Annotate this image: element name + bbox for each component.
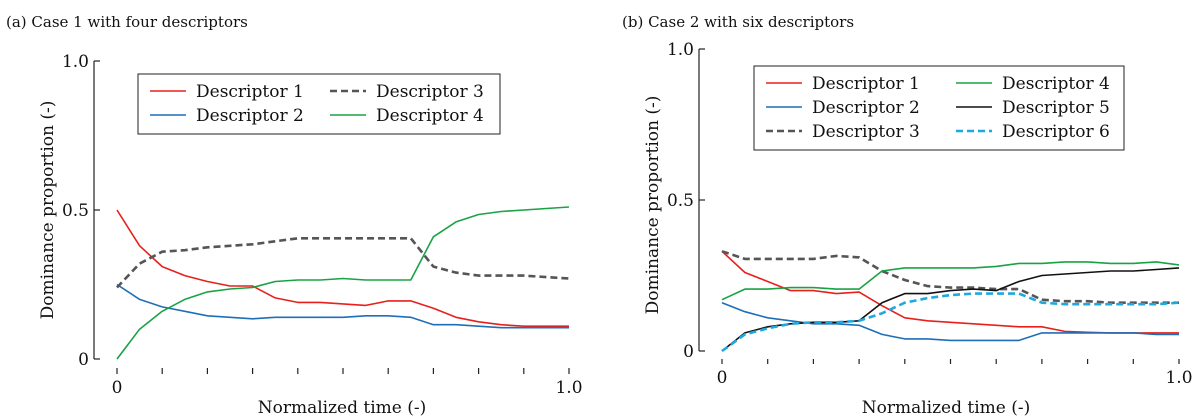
- panel-a-ticks: 0 1.0 0 0.5 1.0: [62, 52, 583, 398]
- panel-a-legend-label: Descriptor 4: [376, 106, 484, 126]
- panel-a: (a) Case 1 with four descriptors Normali…: [6, 13, 583, 418]
- panel-b-series-line: [721, 301, 1179, 342]
- panel-a-x-tick-label: 1.0: [555, 378, 582, 398]
- panel-a-lines: [116, 206, 570, 360]
- panel-b-lines: [721, 250, 1180, 353]
- panel-b-legend-label: Descriptor 2: [812, 98, 920, 118]
- panel-b-y-axis-label: Dominance proportion (-): [643, 96, 663, 315]
- panel-a-x-axis-label: Normalized time (-): [258, 398, 427, 418]
- panel-a-series-line: [116, 206, 570, 360]
- panel-b-legend-label: Descriptor 4: [1002, 74, 1110, 94]
- panel-a-y-tick-label: 0.5: [62, 201, 89, 221]
- panel-a-legend-box: [137, 73, 501, 135]
- panel-a-legend: Descriptor 1 Descriptor 2 Descriptor 3 Desc…: [137, 73, 501, 135]
- panel-b-ticks: 0 1.0 0 0.5 1.0: [667, 40, 1193, 388]
- panel-b-legend-box: [753, 65, 1125, 151]
- panel-a-title: (a) Case 1 with four descriptors: [6, 13, 248, 31]
- panel-a-series-line: [116, 209, 569, 328]
- panel-b-legend-label: Descriptor 3: [812, 122, 920, 142]
- panel-b-y-tick-label: 1.0: [667, 40, 694, 60]
- panel-a-legend-label: Descriptor 2: [196, 106, 304, 126]
- panel-a-y-tick-label: 0: [78, 350, 89, 370]
- panel-b-y-tick-label: 0.5: [667, 191, 694, 211]
- panel-b-series-line: [721, 267, 1180, 352]
- panel-a-y-tick-label: 1.0: [62, 52, 89, 72]
- panel-b-x-tick-label: 1.0: [1165, 368, 1192, 388]
- panel-b-x-axis-label: Normalized time (-): [862, 398, 1031, 418]
- panel-b: (b) Case 2 with six descriptors Normaliz…: [622, 13, 1193, 418]
- panel-a-legend-label: Descriptor 1: [196, 82, 304, 102]
- panel-b-legend-label: Descriptor 5: [1002, 98, 1110, 118]
- panel-b-legend-label: Descriptor 1: [812, 74, 920, 94]
- panel-b-legend: Descriptor 1 Descriptor 2 Descriptor 3 Desc…: [753, 65, 1125, 151]
- panel-a-legend-label: Descriptor 3: [376, 82, 484, 102]
- panel-a-y-axis-label: Dominance proportion (-): [38, 101, 58, 320]
- panel-b-series-line: [721, 292, 1180, 353]
- panel-b-title: (b) Case 2 with six descriptors: [622, 13, 854, 31]
- panel-a-x-tick-label: 0: [112, 378, 123, 398]
- panel-b-y-tick-label: 0: [683, 342, 694, 362]
- panel-b-series-line: [721, 261, 1180, 301]
- panel-b-legend-label: Descriptor 6: [1002, 122, 1110, 142]
- panel-b-x-tick-label: 0: [717, 368, 728, 388]
- panel-a-series-line: [116, 283, 569, 329]
- panel-b-series-line: [721, 250, 1179, 305]
- panel-a-series-line: [116, 237, 570, 289]
